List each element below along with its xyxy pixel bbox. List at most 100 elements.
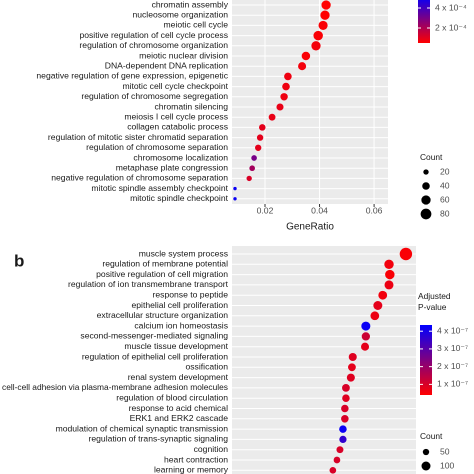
legend-dot: [423, 169, 429, 175]
dot: [384, 259, 394, 270]
y-tick-label: cognition: [194, 444, 229, 454]
y-tick-label: regulation of chromosome segregation: [81, 91, 228, 101]
color-tick-label: 2 x 10⁻⁷: [437, 361, 468, 371]
dot: [329, 466, 337, 474]
y-tick-label: negative regulation of gene expression, …: [36, 71, 228, 81]
y-tick-label: ossification: [185, 362, 228, 372]
dot: [361, 321, 371, 331]
plot-background: [232, 0, 388, 204]
color-tick-label: 1 x 10⁻⁷: [437, 379, 468, 389]
dot: [333, 456, 341, 464]
color-bar: [420, 325, 432, 395]
y-tick-label: regulation of chromosome separation: [86, 142, 228, 152]
y-tick-label: mitotic spindle checkpoint: [130, 193, 229, 203]
y-tick-label: mitotic spindle assembly checkpoint: [91, 183, 228, 193]
y-tick-label: regulation of mitotic sister chromatid s…: [48, 132, 228, 142]
dot: [399, 247, 413, 261]
dot: [268, 113, 276, 121]
dot: [256, 134, 264, 141]
dot: [233, 186, 237, 191]
dot: [311, 41, 321, 51]
legend-title: Count: [420, 431, 443, 441]
x-axis-title: GeneRatio: [286, 222, 334, 233]
y-tick-label: renal system development: [128, 372, 229, 382]
color-tick-label: 2 x 10⁻⁴: [435, 22, 467, 32]
y-tick-label: extracellular structure organization: [97, 310, 229, 320]
y-tick-label: response to peptide: [153, 289, 229, 299]
dot: [385, 269, 395, 280]
legend-title: P-value: [418, 302, 447, 312]
dot: [318, 20, 328, 30]
dot: [370, 311, 380, 321]
dot: [251, 155, 257, 161]
dot: [348, 363, 356, 372]
x-tick-label: 0.04: [311, 205, 328, 215]
dot: [373, 301, 383, 310]
legend-dot: [421, 461, 431, 471]
y-tick-label: meiosis I cell cycle process: [124, 111, 228, 121]
dot: [258, 124, 266, 131]
dot: [361, 342, 370, 351]
y-tick-label: chromatin assembly: [152, 0, 229, 9]
color-tick-label: 4 x 10⁻⁴: [435, 2, 467, 12]
y-tick-label: calcium ion homeostasis: [134, 320, 228, 330]
y-tick-label: epithelial cell proliferation: [132, 300, 229, 310]
dot: [339, 435, 347, 444]
dot: [298, 62, 307, 71]
dot: [301, 51, 311, 61]
legend-dot: [422, 182, 430, 190]
y-tick-label: regulation of ion transmembrane transpor…: [68, 279, 229, 289]
dot: [346, 373, 355, 382]
y-tick-label: meiotic cell cycle: [164, 20, 229, 30]
dot: [384, 280, 394, 290]
dot: [361, 332, 370, 341]
y-tick-label: metaphase plate congression: [116, 162, 228, 172]
y-tick-label: negative regulation of chromosome separa…: [51, 173, 228, 183]
y-tick-label: meiotic nuclear division: [139, 50, 228, 60]
legend-title: Count: [420, 152, 443, 162]
legend-label: 20: [440, 166, 450, 176]
dot: [276, 103, 284, 111]
dot: [280, 93, 288, 101]
y-tick-label: regulation of blood circulation: [116, 392, 228, 402]
legend-dot: [420, 208, 432, 220]
y-tick-label: heart contraction: [164, 454, 228, 464]
legend-label: 50: [440, 446, 450, 456]
y-tick-label: modulation of chemical synaptic transmis…: [56, 423, 229, 433]
legend-label: 80: [440, 208, 450, 218]
y-tick-label: regulation of membrane potential: [102, 259, 228, 269]
y-tick-label: chromatin silencing: [154, 101, 228, 111]
dot: [282, 82, 290, 91]
dot: [378, 290, 388, 300]
color-tick-label: 3 x 10⁻⁷: [437, 343, 468, 353]
y-tick-label: mitotic cell cycle checkpoint: [122, 81, 228, 91]
dot: [341, 415, 349, 423]
y-tick-label: ERK1 and ERK2 cascade: [130, 413, 229, 423]
dot: [321, 0, 331, 10]
color-bar: [418, 0, 430, 43]
color-tick-label: 4 x 10⁻⁷: [437, 325, 468, 335]
dot: [255, 144, 262, 151]
y-tick-label: positive regulation of cell migration: [96, 269, 228, 279]
dot: [341, 404, 349, 413]
y-tick-label: response to acid chemical: [129, 403, 228, 413]
dot: [233, 197, 237, 201]
legend-dot: [421, 195, 431, 205]
y-tick-label: nucleosome organization: [132, 9, 228, 19]
legend-dot: [422, 448, 430, 456]
dot: [339, 425, 347, 433]
points: [329, 247, 413, 474]
y-tick-label: chromosome localization: [133, 152, 228, 162]
y-tick-label: cell-cell adhesion via plasma-membrane a…: [2, 382, 228, 392]
y-tick-label: DNA-dependent DNA replication: [105, 60, 228, 70]
y-tick-label: regulation of chromosome organization: [79, 40, 228, 50]
dot: [342, 384, 350, 392]
legend-label: 60: [440, 194, 450, 204]
legend-label: 40: [440, 180, 450, 190]
dot: [342, 394, 350, 402]
dot: [336, 446, 344, 454]
dot: [246, 175, 252, 182]
y-tick-label: second-messenger-mediated signaling: [80, 331, 228, 341]
panel-label: b: [14, 251, 24, 270]
